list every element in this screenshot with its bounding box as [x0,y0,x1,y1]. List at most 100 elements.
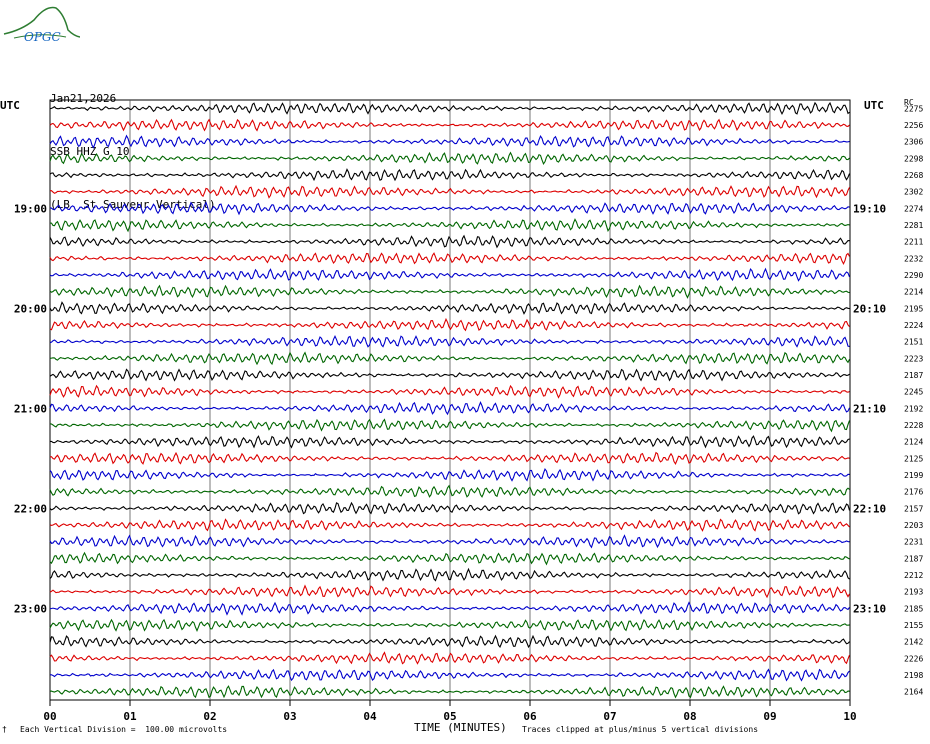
rms-value: 2193 [904,588,923,597]
seismic-trace [49,451,850,465]
rms-value: 2192 [904,404,923,413]
seismic-trace [49,467,850,482]
seismic-trace [50,184,850,199]
x-tick-label: 01 [123,710,137,723]
rms-value: 2223 [904,354,923,363]
x-tick-label: 10 [843,710,856,723]
x-tick-label: 05 [443,710,456,723]
rms-value: 2214 [904,288,923,297]
scale-note: Each Vertical Division = 100.00 microvol… [20,725,228,734]
seismic-trace [49,634,850,649]
seismic-trace [49,518,850,532]
right-hour-label: 20:10 [853,302,886,315]
left-utc-title: UTC [0,99,20,112]
rms-value: 2203 [904,521,923,530]
rms-value: 2187 [904,554,923,563]
scale-note-mark: † [2,725,7,734]
x-tick-label: 00 [43,710,56,723]
rms-value: 2157 [904,504,923,513]
rms-value: 2232 [904,254,923,263]
rms-value: 2298 [904,154,923,163]
x-tick-label: 04 [363,710,377,723]
seismic-trace [49,501,851,515]
x-axis-title: TIME (MINUTES) [414,721,507,734]
seismic-trace [49,368,850,382]
seismic-trace [49,168,851,182]
seismic-trace [49,118,850,132]
rms-value: 2164 [904,688,923,697]
seismic-trace [49,651,851,665]
rms-value: 2290 [904,271,923,280]
seismic-trace [49,618,850,633]
rms-value: 2245 [904,388,923,397]
seismic-trace [49,551,850,566]
seismic-trace [49,151,850,165]
rms-value: 2155 [904,621,923,630]
right-hour-label: 19:10 [853,202,886,215]
rms-value: 2187 [904,371,923,380]
rms-value: 2125 [904,454,923,463]
rms-value: 2211 [904,238,923,247]
seismic-trace [49,284,850,299]
rms-value: 2199 [904,471,923,480]
rms-value: 2302 [904,188,923,197]
chart-station-name: (LB St Sauveur Vertical) [50,198,216,211]
seismic-trace [49,567,850,582]
logo-text: OPGC [24,30,61,44]
seismic-trace [49,252,850,266]
rms-value: 2198 [904,671,923,680]
seismic-trace [49,668,850,682]
rms-value: 2224 [904,321,923,330]
seismic-trace [49,384,850,399]
rms-value: 2231 [904,538,923,547]
x-tick-label: 08 [683,710,696,723]
seismic-trace [49,351,850,366]
x-tick-label: 09 [763,710,776,723]
right-hour-label: 21:10 [853,402,886,415]
left-hour-label: 20:00 [14,302,47,315]
x-tick-label: 06 [523,710,537,723]
x-tick-label: 07 [603,710,616,723]
seismic-trace [49,301,850,315]
rms-value: 2124 [904,438,923,447]
seismic-trace [49,334,850,348]
rms-value: 2275 [904,104,923,113]
seismic-trace [49,484,850,498]
chart-header: Jan21,2026 SSB HHZ G 10 (LB St Sauveur V… [50,53,216,231]
right-utc-title: UTC [864,99,884,112]
seismic-trace [49,584,850,599]
seismic-trace [49,685,850,699]
rms-value: 2176 [904,488,923,497]
rms-value: 2274 [904,204,923,213]
seismic-trace [49,601,850,616]
rms-value: 2185 [904,604,923,613]
seismic-trace [49,418,851,433]
rms-value: 2228 [904,421,923,430]
rms-value: 2281 [904,221,923,230]
seismic-trace [49,435,850,449]
left-hour-label: 21:00 [14,402,47,415]
rms-value: 2226 [904,654,923,663]
rms-value: 2151 [904,338,923,347]
left-hour-label: 19:00 [14,202,47,215]
rms-header: RC [904,98,914,107]
seismic-trace [49,400,851,416]
rms-value: 2268 [904,171,923,180]
seismic-trace [49,134,850,149]
seismic-trace [49,201,850,216]
rms-value: 2142 [904,638,923,647]
seismic-trace [49,218,850,233]
rms-value: 2306 [904,138,923,147]
clip-note: Traces clipped at plus/minus 5 vertical … [522,725,759,734]
rms-value: 2256 [904,121,923,130]
x-tick-label: 03 [283,710,296,723]
opgc-logo: OPGC [3,6,80,44]
seismic-trace [49,317,850,332]
rms-value: 2195 [904,304,923,313]
seismic-trace [49,267,851,282]
left-hour-label: 22:00 [14,502,47,515]
chart-station: SSB HHZ G 10 [50,145,130,158]
seismic-trace [49,534,850,549]
chart-date: Jan21,2026 [50,92,117,105]
